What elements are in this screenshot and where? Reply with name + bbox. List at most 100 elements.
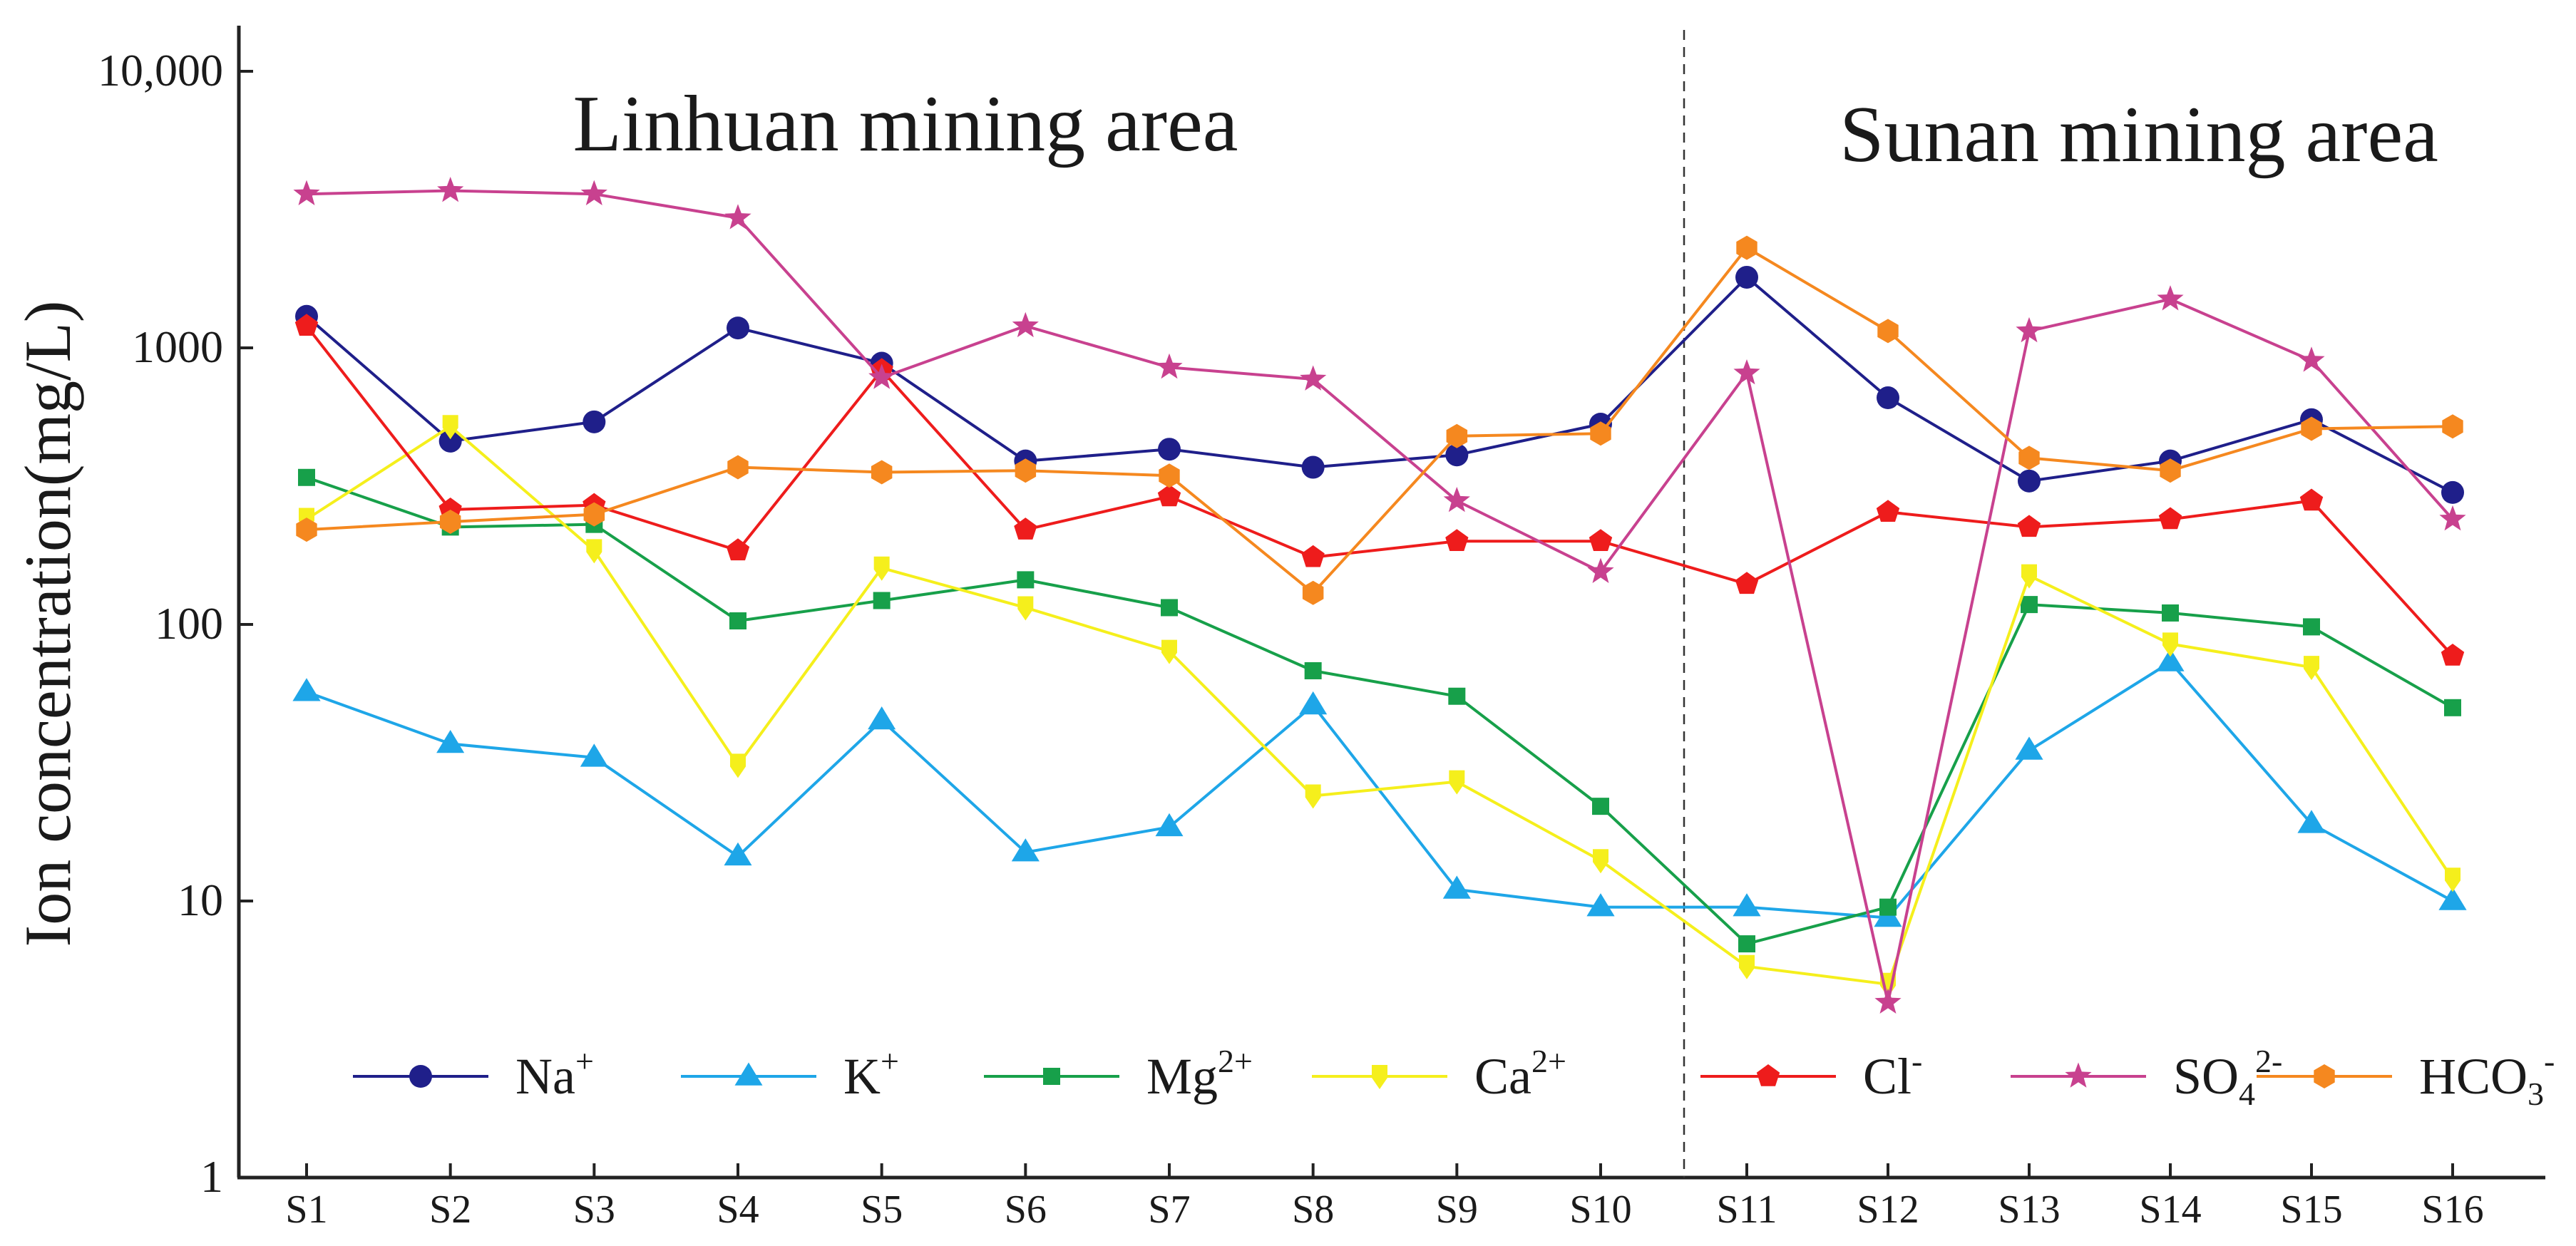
- data-point-k: [2438, 887, 2467, 910]
- data-point-hco: [727, 455, 749, 480]
- x-tick-label: S8: [1292, 1188, 1334, 1232]
- y-tick-label: 100: [155, 598, 223, 649]
- data-point-mg: [2444, 699, 2461, 716]
- data-point-hco: [1877, 319, 1899, 344]
- legend-label-na: Na+: [515, 1043, 594, 1105]
- data-point-hco: [1302, 580, 1324, 605]
- data-point-so: [1156, 353, 1183, 379]
- data-point-hco: [2442, 414, 2463, 439]
- legend-label-superscript: +: [881, 1043, 899, 1079]
- series-layer: [292, 177, 2467, 1014]
- data-point-ca: [1739, 954, 1755, 979]
- y-ticks: 1 10 100 1000 10,000: [98, 45, 253, 1202]
- data-point-hco: [583, 502, 605, 527]
- data-point-na: [2441, 480, 2464, 504]
- data-point-ca: [1017, 596, 1034, 621]
- data-point-cl: [1014, 518, 1037, 540]
- x-tick-label: S9: [1436, 1188, 1478, 1232]
- legend-label-base: HCO: [2419, 1048, 2528, 1105]
- data-point-cl: [1735, 572, 1759, 594]
- data-point-ca: [1593, 849, 1608, 874]
- data-point-cl: [726, 538, 750, 561]
- legend-label-base: Mg: [1146, 1048, 1218, 1105]
- legend-label-superscript: -: [1912, 1043, 1922, 1079]
- data-point-ca: [2021, 564, 2037, 589]
- x-tick-label: S3: [573, 1188, 615, 1232]
- data-point-so: [580, 180, 607, 205]
- series-line-na: [305, 276, 2453, 494]
- legend-marker-k: [734, 1062, 763, 1086]
- data-point-so: [437, 177, 464, 202]
- series-line-mg: [306, 475, 2453, 946]
- legend-item-k: K+: [681, 1043, 899, 1105]
- y-tick-label: 10,000: [98, 45, 223, 96]
- legend-label-superscript: -: [2544, 1043, 2555, 1079]
- x-tick-label: S6: [1005, 1188, 1047, 1232]
- data-point-mg: [1448, 687, 1466, 705]
- data-point-so: [868, 364, 896, 389]
- legend-item-mg: Mg2+: [984, 1043, 1253, 1105]
- data-point-mg: [1304, 661, 1322, 679]
- data-point-mg: [2162, 604, 2179, 622]
- data-point-so: [293, 180, 320, 205]
- axes: [237, 26, 2545, 1180]
- data-point-ca: [1449, 770, 1465, 795]
- data-point-ca: [442, 415, 458, 440]
- data-point-k: [2156, 648, 2185, 671]
- legend-label-so: SO42-: [2173, 1043, 2282, 1112]
- data-point-na: [438, 429, 462, 453]
- data-point-mg: [873, 592, 891, 609]
- data-point-cl: [1301, 545, 1325, 567]
- x-ticks: S1 S2 S3 S4 S5 S6 S7 S8 S9 S10 S11 S12 S13 S14 S15 S16: [285, 1163, 2484, 1232]
- x-tick-label: S1: [285, 1188, 327, 1232]
- data-point-cl: [2017, 515, 2041, 537]
- y-tick-label: 10: [178, 875, 223, 925]
- legend-item-cl: Cl-: [1700, 1043, 1922, 1105]
- x-tick-label: S4: [717, 1188, 759, 1232]
- series-line-cl: [305, 325, 2454, 657]
- legend-label-base: Na: [515, 1048, 575, 1105]
- legend-label-superscript: 2+: [1218, 1043, 1253, 1079]
- series-line-so: [306, 189, 2454, 1004]
- data-point-so: [2016, 316, 2043, 343]
- data-point-cl: [1589, 529, 1613, 551]
- data-point-so: [1587, 557, 1614, 583]
- x-tick-label: S7: [1148, 1188, 1190, 1232]
- legend-label-base: K: [843, 1048, 881, 1105]
- series-cl: [294, 314, 2465, 666]
- data-point-na: [583, 410, 606, 433]
- legend-marker-cl: [1756, 1064, 1780, 1086]
- x-tick-label: S2: [429, 1188, 471, 1232]
- series-mg: [298, 468, 2461, 953]
- data-point-k: [1733, 893, 1761, 917]
- x-tick-label: S14: [2139, 1188, 2201, 1232]
- data-point-mg: [1879, 898, 1897, 916]
- data-point-k: [2015, 736, 2043, 760]
- data-point-mg: [729, 612, 746, 630]
- data-point-hco: [871, 460, 893, 485]
- data-point-ca: [2445, 867, 2460, 892]
- data-point-cl: [1445, 529, 1469, 551]
- series-na: [295, 265, 2464, 504]
- series-line-k: [306, 661, 2453, 920]
- legend-item-na: Na+: [353, 1043, 594, 1105]
- data-point-so: [1443, 487, 1470, 513]
- data-point-ca: [2162, 632, 2178, 657]
- legend-marker-mg: [1043, 1068, 1060, 1085]
- data-point-so: [1874, 988, 1902, 1014]
- data-point-k: [1155, 813, 1184, 837]
- legend-label-base: Ca: [1474, 1048, 1531, 1105]
- legend-label-superscript: 2+: [1531, 1043, 1566, 1079]
- data-point-k: [1586, 893, 1615, 917]
- legend-label-base: SO: [2173, 1048, 2239, 1105]
- data-point-na: [2018, 469, 2041, 493]
- data-point-hco: [1736, 235, 1757, 260]
- data-point-hco: [1159, 463, 1180, 488]
- data-point-hco: [296, 518, 317, 542]
- group-title-sunan: Sunan mining area: [1839, 91, 2438, 179]
- legend-label-base: Cl: [1863, 1048, 1912, 1105]
- legend-label-subscript: 3: [2528, 1076, 2544, 1112]
- data-point-hco: [2301, 416, 2322, 441]
- data-point-so: [1012, 312, 1039, 338]
